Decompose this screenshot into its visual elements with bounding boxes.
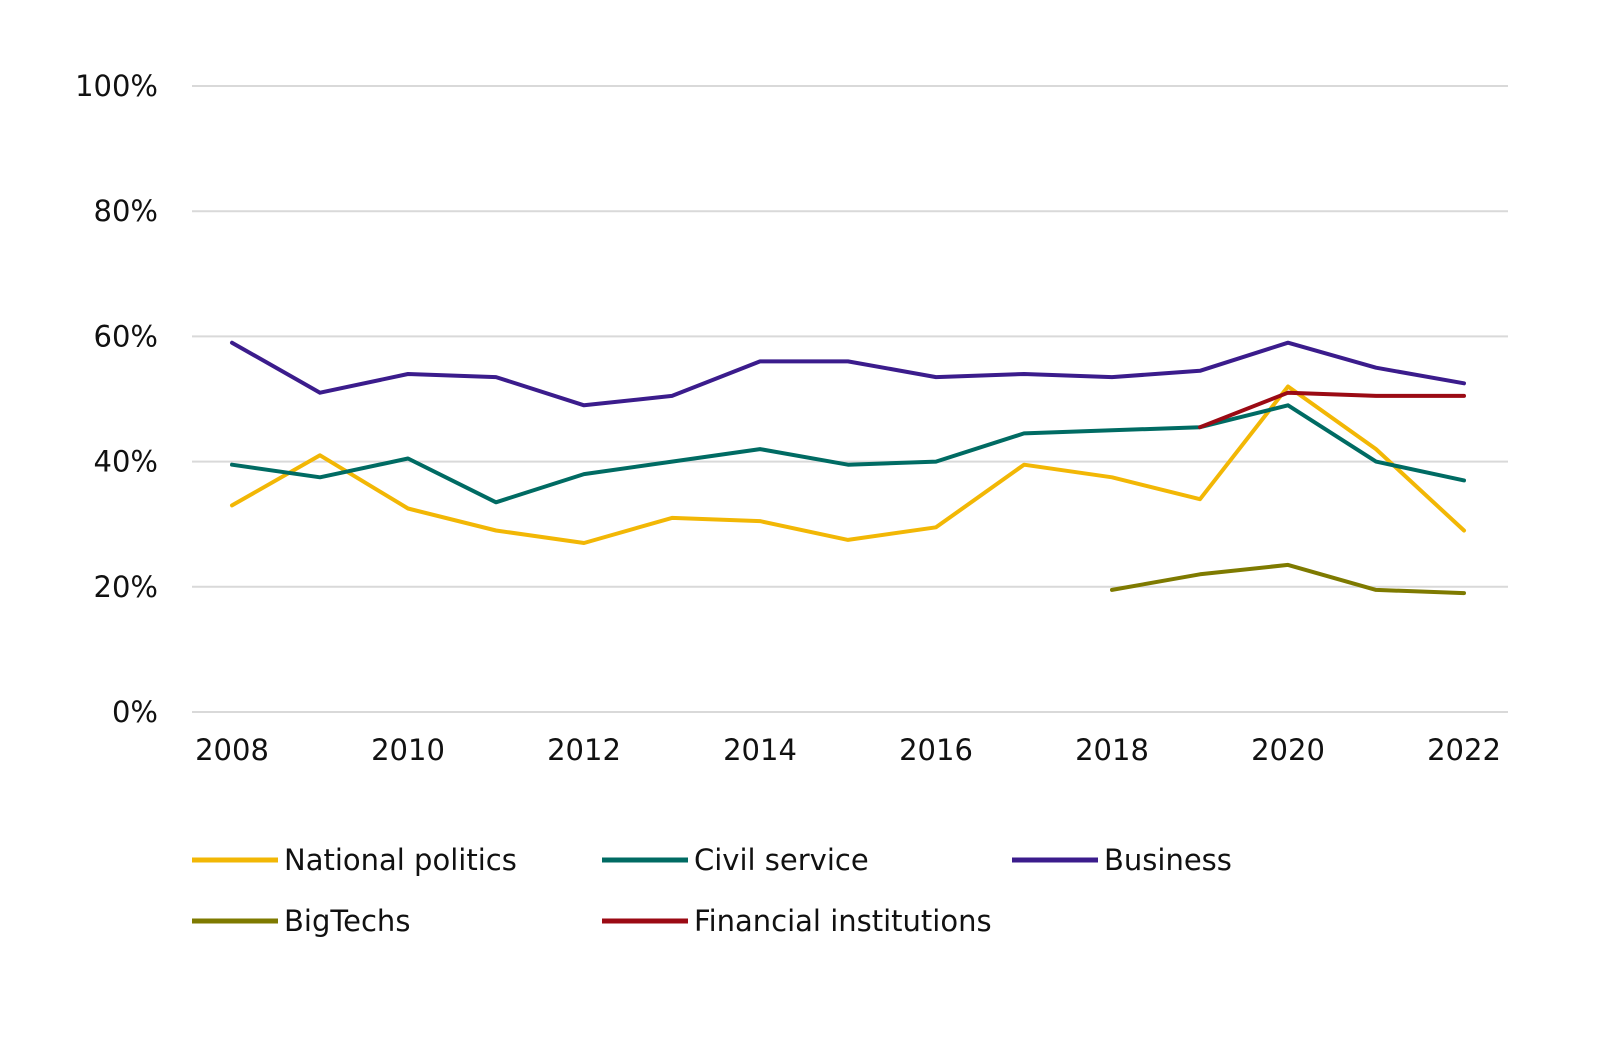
legend: National politics Civil service Business Bi… [192, 843, 1232, 938]
legend-item-bigtechs: BigTechs [192, 904, 410, 938]
x-tick-label: 2018 [1075, 733, 1149, 767]
x-tick-label: 2010 [371, 733, 445, 767]
x-tick-label: 2016 [899, 733, 973, 767]
y-tick-label: 40% [94, 445, 158, 479]
legend-label: National politics [284, 843, 517, 877]
series-line-business [230, 340, 1466, 408]
x-tick-label: 2008 [195, 733, 269, 767]
legend-label: Civil service [694, 843, 869, 877]
legend-label: Financial institutions [694, 904, 992, 938]
y-tick-label: 100% [75, 69, 158, 103]
x-tick-label: 2020 [1251, 733, 1325, 767]
series-line-civil-service [230, 403, 1466, 505]
x-tick-label: 2022 [1427, 733, 1501, 767]
y-tick-label: 60% [94, 319, 158, 353]
legend-label: Business [1104, 843, 1232, 877]
y-axis-tick-labels: 0% 20% 40% 60% 80% 100% [75, 69, 158, 729]
gridlines [192, 85, 1508, 713]
legend-item-business: Business [1012, 843, 1232, 877]
y-tick-label: 80% [94, 194, 158, 228]
y-tick-label: 0% [112, 695, 158, 729]
series-line-national-politics [230, 384, 1466, 545]
legend-item-national-politics: National politics [192, 843, 517, 877]
x-axis-tick-labels: 2008 2010 2012 2014 2016 2018 2020 2022 [195, 733, 1501, 767]
series-line-financial-institutions [1198, 390, 1466, 430]
series-line-bigtechs [1110, 562, 1466, 596]
legend-label: BigTechs [284, 904, 410, 938]
legend-item-financial-institutions: Financial institutions [602, 904, 992, 938]
y-tick-label: 20% [94, 570, 158, 604]
x-tick-label: 2012 [547, 733, 621, 767]
legend-item-civil-service: Civil service [602, 843, 869, 877]
x-tick-label: 2014 [723, 733, 797, 767]
series-lines [230, 340, 1466, 596]
